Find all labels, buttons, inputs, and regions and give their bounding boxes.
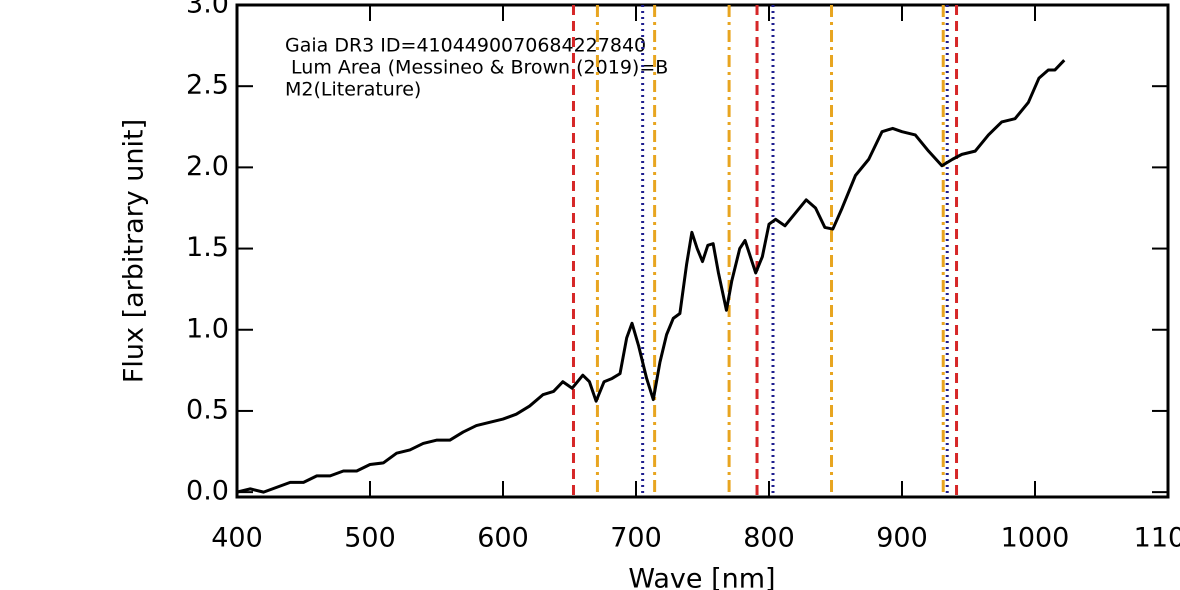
- annotation: Lum Area (Messineo & Brown (2019)=B: [285, 57, 668, 79]
- annotation: M2(Literature): [285, 79, 421, 101]
- y-tick-label: 2.0: [186, 151, 229, 182]
- annotation: Gaia DR3 ID=4104490070684227840: [285, 35, 646, 57]
- y-axis-title: Flux [arbitrary unit]: [119, 119, 150, 383]
- x-tick-label: 700: [610, 523, 662, 554]
- spectrum-line: [236, 59, 1066, 494]
- y-tick-label: 3.0: [186, 0, 229, 20]
- x-tick-label: 1000: [1001, 523, 1070, 554]
- y-tick-label: 1.0: [186, 313, 229, 344]
- x-axis-title: Wave [nm]: [628, 564, 775, 590]
- x-tick-label: 900: [876, 523, 928, 554]
- y-tick-label: 0.5: [186, 394, 229, 425]
- y-tick-label: 1.5: [186, 232, 229, 263]
- plot-frame: [235, 3, 1170, 499]
- y-tick-label: 0.0: [186, 476, 229, 507]
- x-tick-label: 600: [477, 523, 529, 554]
- x-tick-label: 500: [344, 523, 396, 554]
- y-tick-label: 2.5: [186, 70, 229, 101]
- x-tick-label: 800: [743, 523, 795, 554]
- x-tick-label: 400: [211, 523, 263, 554]
